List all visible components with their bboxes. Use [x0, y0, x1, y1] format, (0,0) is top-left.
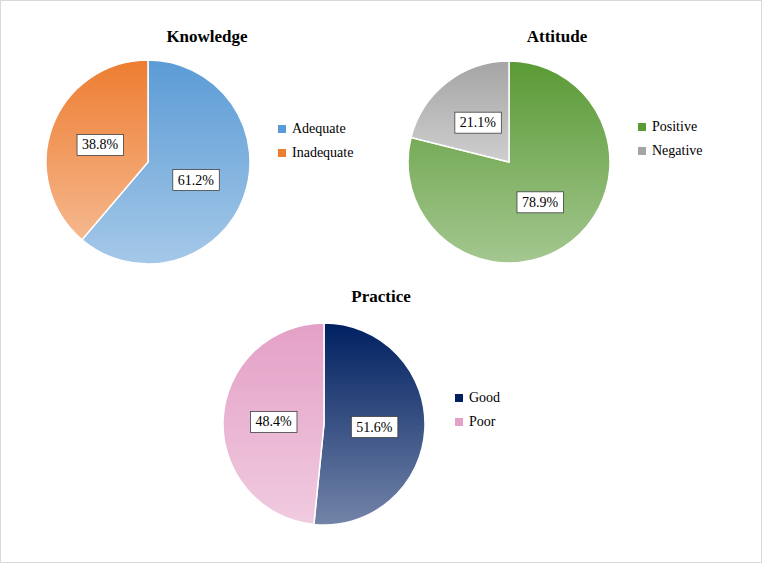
data-label: 21.1%	[455, 112, 502, 133]
data-label: 61.2%	[173, 170, 220, 191]
chart-title: Attitude	[527, 27, 588, 46]
legend-swatch	[638, 147, 646, 155]
pie-chart: Practice 51.6% 48.4% Good Poor	[223, 287, 500, 525]
data-label: 48.4%	[250, 411, 297, 432]
pie-slice	[223, 323, 324, 524]
legend-label: Inadequate	[292, 145, 353, 160]
pie-slice	[46, 60, 148, 240]
data-label-box	[77, 134, 124, 155]
legend: Adequate Inadequate	[278, 121, 353, 160]
legend-swatch	[278, 149, 286, 157]
data-label-text: 21.1%	[460, 115, 497, 130]
legend: Positive Negative	[638, 119, 703, 158]
chart-container: Knowledge 61.2% 38.8% Adequate Inadequate Att…	[0, 0, 762, 563]
pie-chart: Knowledge 61.2% 38.8% Adequate Inadequate	[46, 27, 353, 264]
legend-label: Positive	[652, 119, 697, 134]
chart-title: Knowledge	[166, 27, 248, 46]
data-label-text: 38.8%	[82, 137, 119, 152]
data-label-box	[517, 192, 564, 213]
legend-label: Poor	[469, 414, 496, 429]
chart-title: Practice	[351, 287, 411, 306]
legend-label: Good	[469, 390, 500, 405]
data-label-box	[455, 112, 502, 133]
data-label-box	[250, 411, 297, 432]
data-label-box	[173, 170, 220, 191]
chart-svg: Knowledge 61.2% 38.8% Adequate Inadequate Att…	[0, 0, 762, 563]
data-label-text: 61.2%	[178, 173, 215, 188]
legend: Good Poor	[455, 390, 500, 429]
pie-slice	[411, 61, 509, 162]
data-label-text: 51.6%	[356, 420, 393, 435]
pie-slice	[314, 323, 425, 525]
legend-label: Adequate	[292, 121, 346, 136]
legend-swatch	[638, 123, 646, 131]
pie-slice	[408, 61, 610, 263]
frame	[1, 1, 762, 563]
pie-chart: Attitude 78.9% 21.1% Positive Negative	[408, 27, 703, 263]
legend-swatch	[278, 125, 286, 133]
legend-swatch	[455, 394, 463, 402]
data-label: 38.8%	[77, 134, 124, 155]
data-label-box	[351, 417, 398, 438]
legend-label: Negative	[652, 143, 703, 158]
data-label: 78.9%	[517, 192, 564, 213]
data-label: 51.6%	[351, 417, 398, 438]
data-label-text: 48.4%	[255, 414, 292, 429]
legend-swatch	[455, 418, 463, 426]
data-label-text: 78.9%	[522, 195, 559, 210]
